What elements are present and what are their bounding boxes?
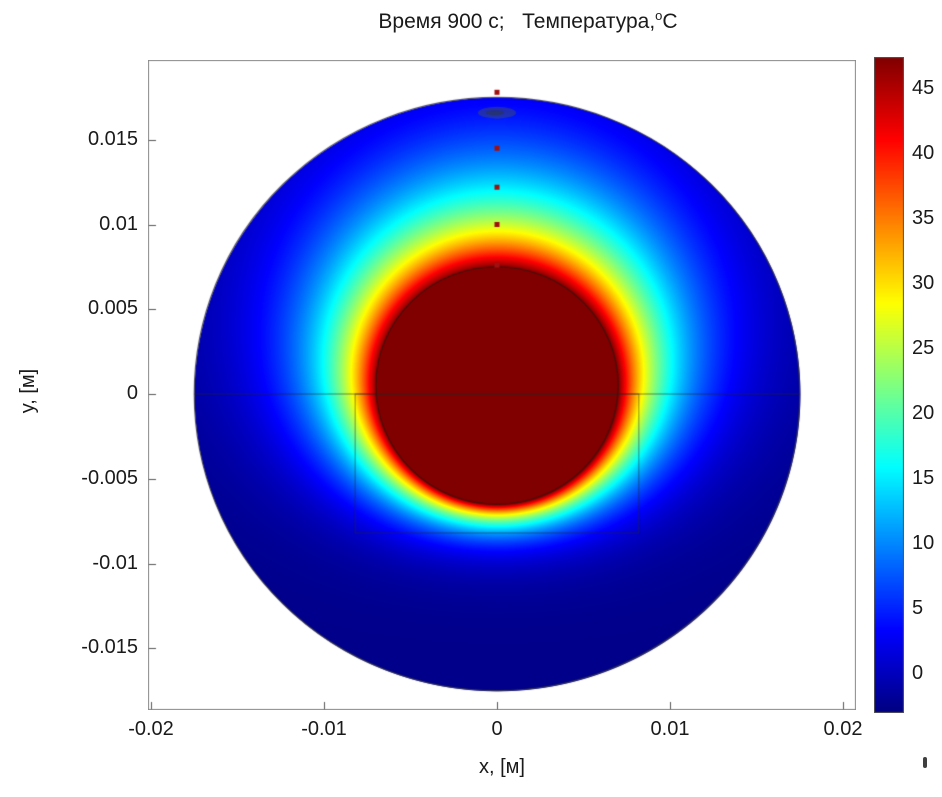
colorbar-tick-label: 15 [912, 467, 935, 490]
heatmap-canvas [148, 60, 856, 710]
x-tick-label: -0.02 [128, 718, 174, 740]
x-tick-label: -0.01 [301, 718, 347, 740]
temperature-unit: C [662, 10, 678, 33]
y-tick-label: 0.015 [87, 127, 138, 150]
colorbar-tick-label: 30 [912, 272, 935, 295]
colorbar-tick-label: 35 [912, 207, 935, 230]
y-axis-label: y, [м] [17, 368, 39, 414]
x-tick-label: 0.02 [823, 718, 863, 740]
plot-title: Время 900 с; Температура,oC [148, 8, 908, 34]
colorbar-tick-label: 10 [912, 532, 935, 555]
degree-superscript: o [655, 8, 663, 23]
colorbar-tick-label: 40 [912, 142, 935, 165]
y-tick-label: 0.005 [87, 297, 138, 320]
x-tick-label: 0.01 [650, 718, 690, 740]
x-axis-label: x, [м] [479, 756, 525, 778]
colorbar-tick-label: 25 [912, 337, 935, 360]
y-tick-label: 0.01 [99, 212, 138, 235]
colorbar-tick-label: 20 [912, 402, 935, 425]
plot-title-text: Время 900 с; Температура, [378, 10, 656, 33]
colorbar-tick-label: 45 [912, 77, 935, 100]
y-tick-label: -0.015 [81, 636, 138, 659]
colorbar-tick-label: 0 [912, 662, 924, 685]
y-tick-label: -0.005 [81, 466, 138, 489]
y-tick-label: 0 [126, 382, 138, 404]
colorbar [874, 57, 904, 713]
x-tick-label: 0 [491, 718, 503, 740]
colorbar-tick-label: 5 [912, 597, 924, 620]
screenshot-artifact-mark [923, 757, 927, 768]
y-tick-label: -0.01 [92, 551, 138, 574]
